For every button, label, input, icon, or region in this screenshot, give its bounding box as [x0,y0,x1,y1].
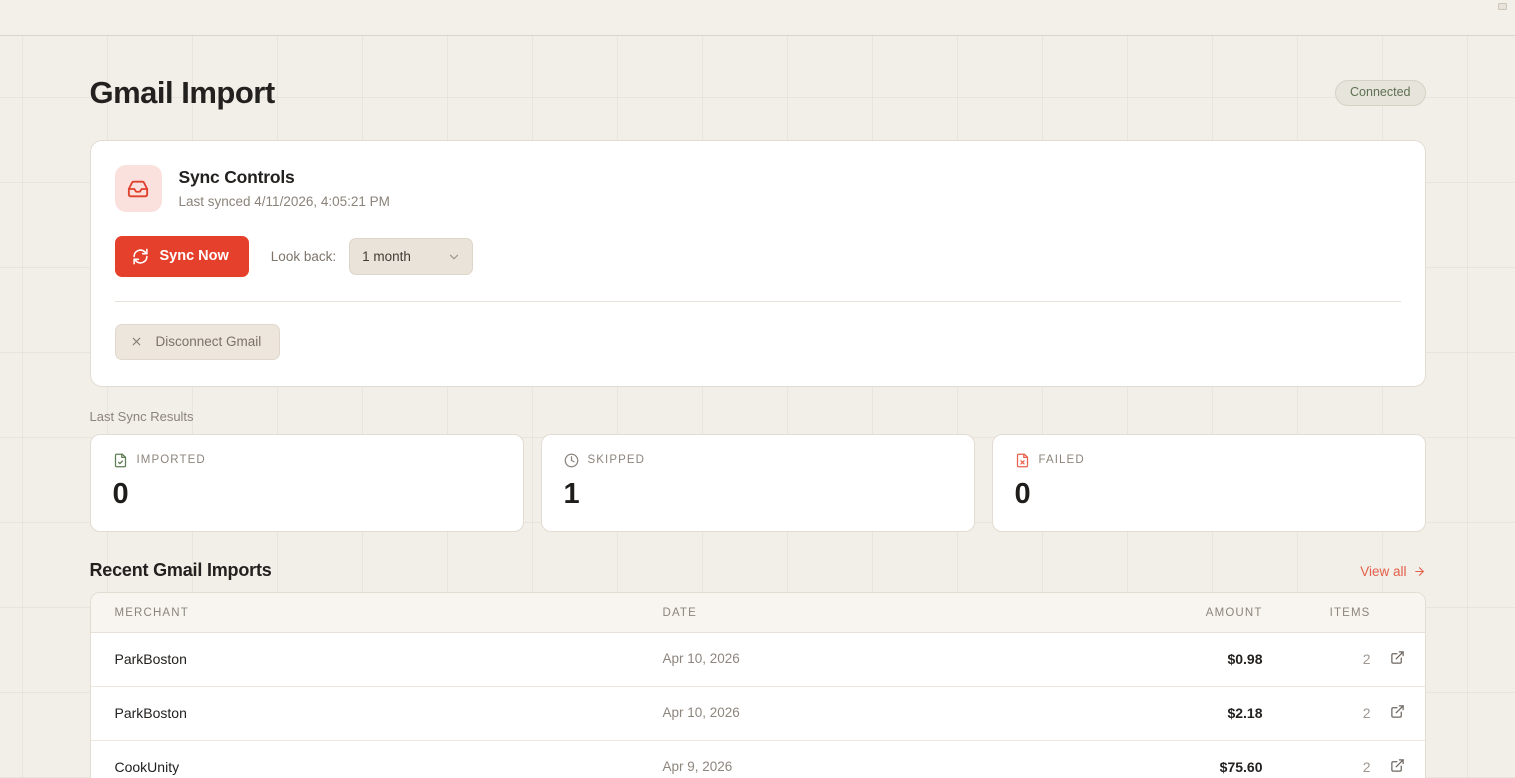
sync-controls-card: Sync Controls Last synced 4/11/2026, 4:0… [89,140,1426,387]
stat-label: FAILED [1038,454,1085,466]
page-title: Gmail Import [89,75,276,110]
recent-imports-table: MERCHANT DATE AMOUNT ITEMS ParkBoston Ap… [89,591,1426,778]
stat-header: IMPORTED [113,453,501,468]
external-link-icon[interactable] [1390,650,1405,665]
sync-controls-title: Sync Controls [178,167,295,187]
page-container: Gmail Import Connected Sync Controls Las… [0,36,1515,778]
cell-actions [1370,632,1425,687]
column-header-amount: AMOUNT [1090,592,1263,633]
window-control-stub [1498,3,1507,10]
table-row[interactable]: CookUnity Apr 9, 2026 $75.60 2 [91,740,1425,778]
last-sync-results-label: Last Sync Results [89,408,194,424]
view-all-label: View all [1360,563,1407,579]
sync-now-label: Sync Now [159,248,229,265]
stat-card-skipped: SKIPPED 1 [540,433,975,532]
status-badge: Connected [1335,80,1426,106]
stat-label: SKIPPED [587,454,646,466]
cell-items: 2 [1262,632,1371,687]
lookback-select[interactable]: 1 month [349,238,474,275]
document-x-icon [1015,453,1030,468]
lookback-label: Look back: [270,249,337,264]
lookback-select-value: 1 month [362,249,411,264]
table-row[interactable]: ParkBoston Apr 10, 2026 $0.98 2 [90,632,1425,687]
cell-amount: $2.18 [1090,686,1263,741]
cell-date: Apr 10, 2026 [662,632,1091,687]
close-x-icon [130,335,143,348]
top-bar [0,0,1515,36]
last-synced-text: Last synced 4/11/2026, 4:05:21 PM [178,194,390,209]
page-header: Gmail Import Connected [90,36,1426,122]
cell-merchant: ParkBoston [90,632,663,687]
arrow-right-icon [1413,565,1426,578]
sync-controls-text: Sync Controls Last synced 4/11/2026, 4:0… [179,165,390,209]
cell-merchant: CookUnity [114,758,180,775]
stat-value: 0 [1014,477,1031,510]
last-sync-results-row: IMPORTED 0 SKIPPED 1 [89,433,1426,532]
stat-value: 1 [563,477,580,510]
refresh-icon [132,248,149,265]
stat-header: FAILED [1015,453,1403,468]
cell-date: Apr 10, 2026 [662,686,1091,741]
cell-items: 2 [1262,686,1371,741]
stat-card-imported: IMPORTED 0 [89,433,524,532]
cell-amount: $0.98 [1090,632,1263,687]
disconnect-gmail-label: Disconnect Gmail [155,334,262,349]
sync-now-button[interactable]: Sync Now [114,236,249,277]
cell-amount: $75.60 [1219,758,1263,775]
column-header-merchant: MERCHANT [90,592,663,633]
cell-actions [1371,740,1425,778]
stat-value: 0 [112,477,129,510]
column-header-date: DATE [662,592,1091,633]
column-header-actions [1370,592,1425,633]
document-check-icon [113,453,128,468]
disconnect-gmail-button[interactable]: Disconnect Gmail [114,324,281,360]
stat-label: IMPORTED [136,454,206,466]
table-header-row: MERCHANT DATE AMOUNT ITEMS [90,592,1425,633]
cell-actions [1370,686,1425,741]
sync-controls-header: Sync Controls Last synced 4/11/2026, 4:0… [114,165,1401,212]
inbox-icon [114,165,162,212]
table-row[interactable]: ParkBoston Apr 10, 2026 $2.18 2 [90,686,1425,741]
cell-merchant: ParkBoston [90,686,663,741]
view-all-link[interactable]: View all [1360,564,1425,579]
cell-items: 2 [1362,758,1371,775]
external-link-icon[interactable] [1390,704,1405,719]
cell-date: Apr 9, 2026 [662,759,733,774]
external-link-icon[interactable] [1390,758,1405,773]
stat-card-failed: FAILED 0 [991,433,1426,532]
column-header-items: ITEMS [1262,592,1371,633]
stat-header: SKIPPED [564,453,952,468]
clock-icon [564,453,579,468]
recent-imports-title: Recent Gmail Imports [89,559,272,580]
sync-card-divider [114,301,1401,302]
recent-imports-header: Recent Gmail Imports View all [90,560,1426,581]
sync-actions-row: Sync Now Look back: 1 month [114,236,1401,277]
chevron-down-icon [447,250,461,264]
